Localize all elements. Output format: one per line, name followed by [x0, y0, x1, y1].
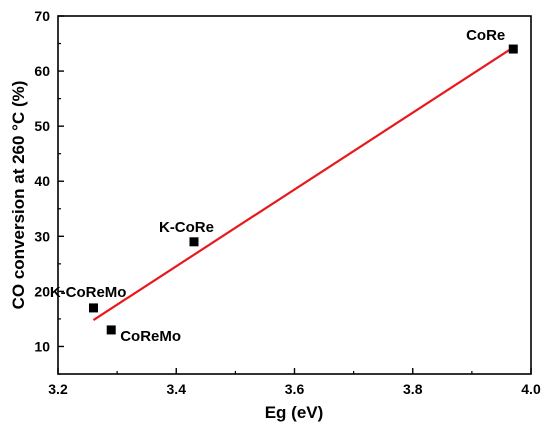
y-tick-label: 20	[34, 283, 50, 299]
data-point-coremo	[106, 325, 116, 335]
data-points	[88, 44, 518, 335]
x-tick-label: 3.8	[403, 381, 423, 397]
y-tick-label: 40	[34, 173, 50, 189]
y-axis-ticks: 10 20 30 40 50 60 70	[34, 8, 64, 375]
data-point-k-core	[189, 237, 199, 247]
x-tick-label: 3.6	[285, 381, 305, 397]
data-point-core	[508, 44, 518, 54]
data-point-labels: CoRe K-CoRe K-CoReMo CoReMo	[50, 27, 505, 345]
plot-frame	[57, 15, 532, 375]
fit-line-group	[92, 46, 514, 321]
y-axis-title: CO conversion at 260 °C (%)	[9, 81, 28, 310]
point-label-k-coremo: K-CoReMo	[50, 284, 127, 301]
point-label-core: CoRe	[466, 27, 505, 44]
x-tick-label: 3.2	[48, 381, 68, 397]
y-tick-label: 70	[34, 8, 50, 24]
y-tick-label: 10	[34, 338, 50, 354]
fit-line	[92, 46, 514, 321]
y-tick-label: 30	[34, 228, 50, 244]
x-axis-title: Eg (eV)	[265, 403, 324, 422]
x-tick-label: 3.4	[167, 381, 187, 397]
point-label-coremo: CoReMo	[120, 328, 181, 345]
x-tick-label: 4.0	[521, 381, 541, 397]
y-tick-label: 50	[34, 118, 50, 134]
y-tick-label: 60	[34, 63, 50, 79]
data-point-k-coremo	[88, 303, 98, 313]
point-label-k-core: K-CoRe	[159, 219, 214, 236]
x-axis-ticks: 3.2 3.4 3.6 3.8 4.0	[48, 368, 541, 397]
